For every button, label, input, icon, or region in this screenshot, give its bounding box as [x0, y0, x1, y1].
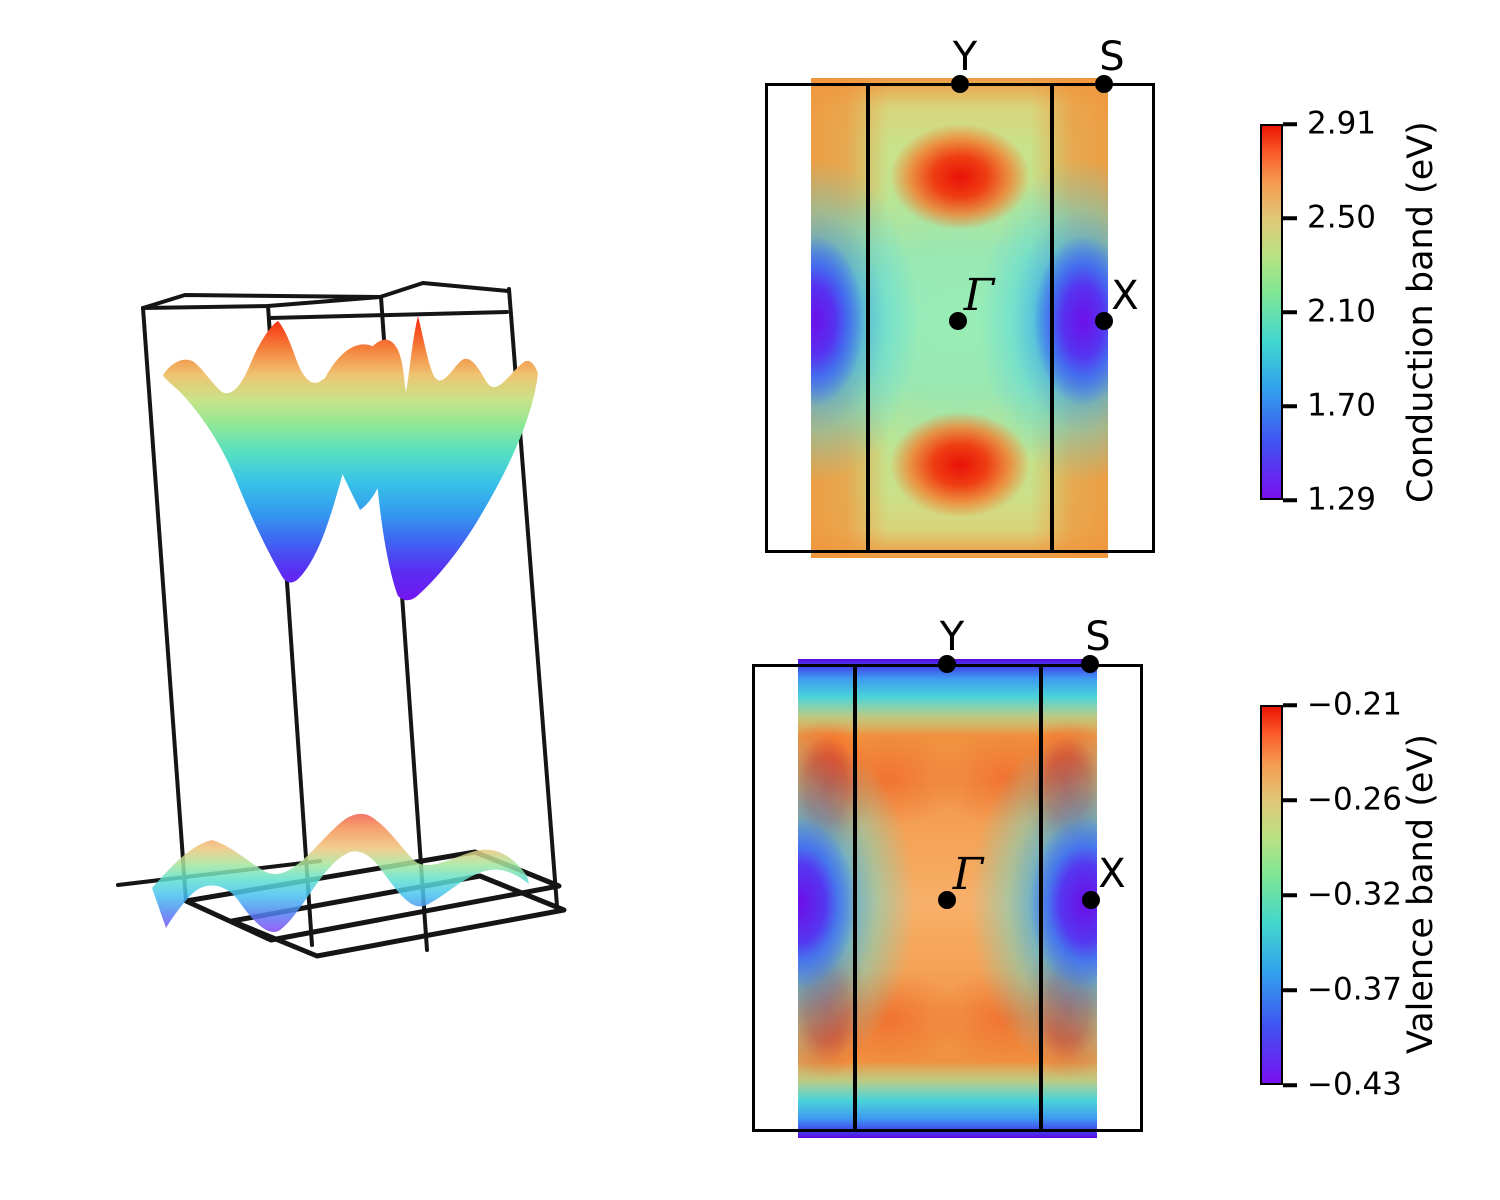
- box-front-upper-edge-overlay: [268, 310, 509, 320]
- valence-zone-boundary-left: [853, 664, 857, 1132]
- conduction-s-point-marker: [1095, 75, 1113, 93]
- valence-colorbar-tick: [1283, 703, 1297, 707]
- valence-colorbar-tick-label: −0.43: [1307, 1066, 1402, 1103]
- valence-colorbar-tick-label: −0.37: [1307, 971, 1402, 1008]
- valence-gamma-point-marker: [938, 891, 956, 909]
- conduction-x-point-marker: [1095, 312, 1113, 330]
- valence-colorbar-tick-label: −0.21: [1307, 686, 1402, 723]
- conduction-zone-boundary-left: [866, 83, 870, 553]
- valence-colorbar-tick: [1283, 988, 1297, 992]
- valence-y-point-marker: [938, 655, 956, 673]
- valence-colorbar-gradient: [1260, 705, 1283, 1085]
- valence-colorbar-tick-label: −0.26: [1307, 781, 1402, 818]
- valence-x-point-marker: [1082, 891, 1100, 909]
- box-roof-edges: [141, 281, 510, 310]
- conduction-colorbar-tick: [1283, 404, 1297, 408]
- conduction-zone-boundary-right: [1050, 83, 1054, 553]
- conduction-gamma-point-label: Γ: [963, 270, 995, 321]
- valence-colorbar-tick: [1283, 1083, 1297, 1087]
- valence-colorbar-axis-label: Valence band (eV): [1401, 734, 1441, 1054]
- conduction-x-point-label: X: [1111, 273, 1139, 319]
- conduction-y-point-marker: [951, 75, 969, 93]
- valence-zone-boundary-right: [1039, 664, 1043, 1132]
- valence-y-point-label: Y: [939, 614, 965, 660]
- valence-gamma-point-label: Γ: [952, 849, 984, 900]
- conduction-colorbar-tick: [1283, 216, 1297, 220]
- conduction-colorbar-tick-label: 2.50: [1307, 199, 1377, 236]
- valence-surface-sheet: [152, 813, 529, 932]
- conduction-colorbar-axis-label: Conduction band (eV): [1401, 121, 1441, 503]
- conduction-colorbar-tick: [1283, 310, 1297, 314]
- valence-s-point-label: S: [1085, 614, 1111, 660]
- conduction-surface-left-funnel: [163, 321, 358, 583]
- valence-colorbar-tick-label: −0.32: [1307, 876, 1402, 913]
- conduction-colorbar-tick-label: 1.70: [1307, 387, 1377, 424]
- conduction-colorbar-tick-label: 2.91: [1307, 105, 1377, 142]
- valence-s-point-marker: [1081, 655, 1099, 673]
- box-vertical-left: [141, 306, 188, 903]
- conduction-surface-right-funnel: [368, 316, 538, 601]
- conduction-gamma-point-marker: [949, 312, 967, 330]
- surface3d-plot: [116, 281, 567, 959]
- conduction-colorbar-tick-label: 1.29: [1307, 481, 1377, 518]
- conduction-colorbar-tick-label: 2.10: [1307, 293, 1377, 330]
- conduction-y-point-label: Y: [952, 34, 978, 80]
- valence-colorbar-tick: [1283, 798, 1297, 802]
- conduction-colorbar-gradient: [1260, 124, 1283, 500]
- conduction-s-point-label: S: [1099, 34, 1125, 80]
- box-bottom-inner-quad: [229, 873, 567, 959]
- conduction-colorbar-tick: [1283, 122, 1297, 126]
- valence-x-point-label: X: [1098, 851, 1126, 897]
- conduction-colorbar-tick: [1283, 498, 1297, 502]
- valence-colorbar-tick: [1283, 893, 1297, 897]
